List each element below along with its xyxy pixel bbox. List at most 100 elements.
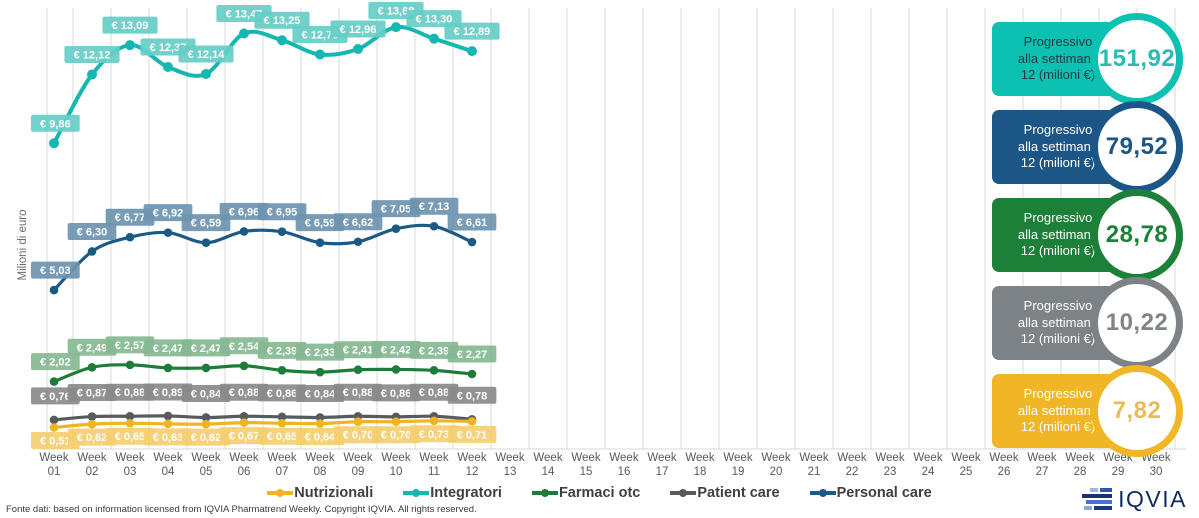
x-tick: Week 08 xyxy=(305,452,334,478)
data-label-box xyxy=(181,384,231,402)
series-line-integratori xyxy=(49,22,477,149)
legend-item-nutrizionali: Nutrizionali xyxy=(267,485,373,501)
data-labels-nutrizionali: € 0,51 € 0,62 € 0,65 € 0,63 € 0,62 € 0,67 € 0,… xyxy=(31,425,497,449)
badge-label-line: Progressivo xyxy=(1023,386,1093,402)
data-label-box xyxy=(409,425,459,443)
legend-marker-dot-icon xyxy=(276,489,285,498)
data-label: € 6,96 xyxy=(229,206,260,218)
x-tick: Week 24 xyxy=(913,452,942,478)
x-tick: Week 28 xyxy=(1065,452,1094,478)
data-label: € 0,51 xyxy=(40,435,71,447)
data-label-box xyxy=(219,427,269,445)
data-label-box xyxy=(31,353,80,371)
source-note: Fonte dati: based on information license… xyxy=(6,504,477,515)
data-point xyxy=(467,237,477,247)
badge-label-line: Progressivo xyxy=(1023,210,1093,226)
legend-label: Patient care xyxy=(697,485,780,501)
data-point xyxy=(277,227,287,237)
badge-value: 7,82 xyxy=(1091,365,1183,457)
data-label-box xyxy=(31,431,80,449)
data-label: € 0,62 xyxy=(191,432,222,444)
x-tick: Week 03 xyxy=(115,452,144,478)
data-point xyxy=(87,363,97,372)
badge-value: 10,22 xyxy=(1091,277,1183,369)
legend-marker-dot-icon xyxy=(679,489,688,498)
data-label: € 5,03 xyxy=(40,265,71,277)
data-point xyxy=(163,411,173,421)
legend-label: Integratori xyxy=(430,485,502,501)
x-tick: Week 15 xyxy=(571,452,600,478)
data-label-box xyxy=(64,46,120,64)
data-label: € 6,92 xyxy=(153,208,184,220)
data-label-box xyxy=(257,341,307,359)
data-point xyxy=(277,366,287,375)
badge-label-line: alla settimana xyxy=(1017,50,1099,66)
data-point xyxy=(429,33,439,44)
x-tick: Week 01 xyxy=(39,452,68,478)
data-label-box xyxy=(219,202,269,220)
data-label: € 7,05 xyxy=(381,204,412,216)
legend-marker-dot-icon xyxy=(540,489,549,498)
legend-marker-icon xyxy=(809,489,836,498)
data-labels-patient-care: € 0,76 € 0,87 € 0,88 € 0,89 € 0,84 € 0,88 € 0,… xyxy=(31,383,497,405)
badge-label-line: 12 (milioni €) xyxy=(1020,243,1096,259)
x-tick: Week 11 xyxy=(419,452,448,478)
data-point xyxy=(163,61,173,72)
legend-marker-icon xyxy=(670,489,697,498)
data-label-box xyxy=(31,387,80,405)
legend-marker-icon xyxy=(403,489,430,498)
data-point xyxy=(87,412,97,421)
data-point xyxy=(163,419,173,429)
data-label-box xyxy=(105,336,155,354)
data-label: € 7,13 xyxy=(419,201,450,213)
legend-marker-icon xyxy=(531,489,558,498)
data-label: € 0,70 xyxy=(343,430,374,442)
data-label: € 0,62 xyxy=(77,432,108,444)
data-label-box xyxy=(67,428,117,446)
data-label: € 0,64 xyxy=(305,432,336,444)
data-label-box xyxy=(371,200,421,218)
iqvia-logo-mark xyxy=(1082,488,1113,510)
series-line-farmaci-otc xyxy=(49,360,477,386)
data-label-box xyxy=(371,384,421,402)
data-point xyxy=(49,285,59,295)
data-point xyxy=(49,423,59,432)
data-label-box xyxy=(295,343,345,361)
x-tick: Week 10 xyxy=(381,452,410,478)
badge-value: 79,52 xyxy=(1091,101,1183,193)
data-label: € 13,09 xyxy=(112,20,149,32)
x-tick: Week 27 xyxy=(1027,452,1056,478)
data-label-box xyxy=(143,428,193,446)
data-label: € 0,63 xyxy=(153,432,184,444)
data-point xyxy=(353,417,363,427)
x-tick: Week 26 xyxy=(989,452,1018,478)
legend-label: Personal care xyxy=(836,485,932,501)
x-tick: Week 07 xyxy=(267,452,296,478)
data-point xyxy=(353,365,363,375)
badge-label-line: alla settimana xyxy=(1017,138,1099,154)
data-labels-integratori: € 9,86 € 12,12 € 13,09€ 12,37€ 12,14 € 13,4… xyxy=(31,2,500,132)
x-tick: Week 23 xyxy=(875,452,904,478)
x-tick: Week 06 xyxy=(229,452,258,478)
badge-label-line: alla settimana xyxy=(1017,402,1099,418)
data-label: € 2,42 xyxy=(381,344,412,356)
data-label: € 0,71 xyxy=(457,429,488,441)
data-label: € 2,47 xyxy=(191,343,222,355)
x-tick: Week 19 xyxy=(723,452,752,478)
data-label: € 13,68 xyxy=(378,6,415,18)
data-label-box xyxy=(105,208,155,226)
badge-label-line: alla settimana xyxy=(1017,226,1099,242)
data-label-box xyxy=(295,214,345,232)
data-label-box xyxy=(143,204,193,222)
x-tick: Week 16 xyxy=(609,452,638,478)
data-label: € 0,65 xyxy=(267,431,298,443)
data-label-box xyxy=(31,114,80,132)
data-label-box xyxy=(105,427,155,445)
legend-item-integratori: Integratori xyxy=(403,485,502,501)
data-point xyxy=(353,44,363,55)
data-label-box xyxy=(295,384,345,402)
data-point xyxy=(391,417,401,427)
data-label: € 9,86 xyxy=(40,118,71,130)
data-point xyxy=(125,40,135,51)
data-point xyxy=(429,416,439,426)
